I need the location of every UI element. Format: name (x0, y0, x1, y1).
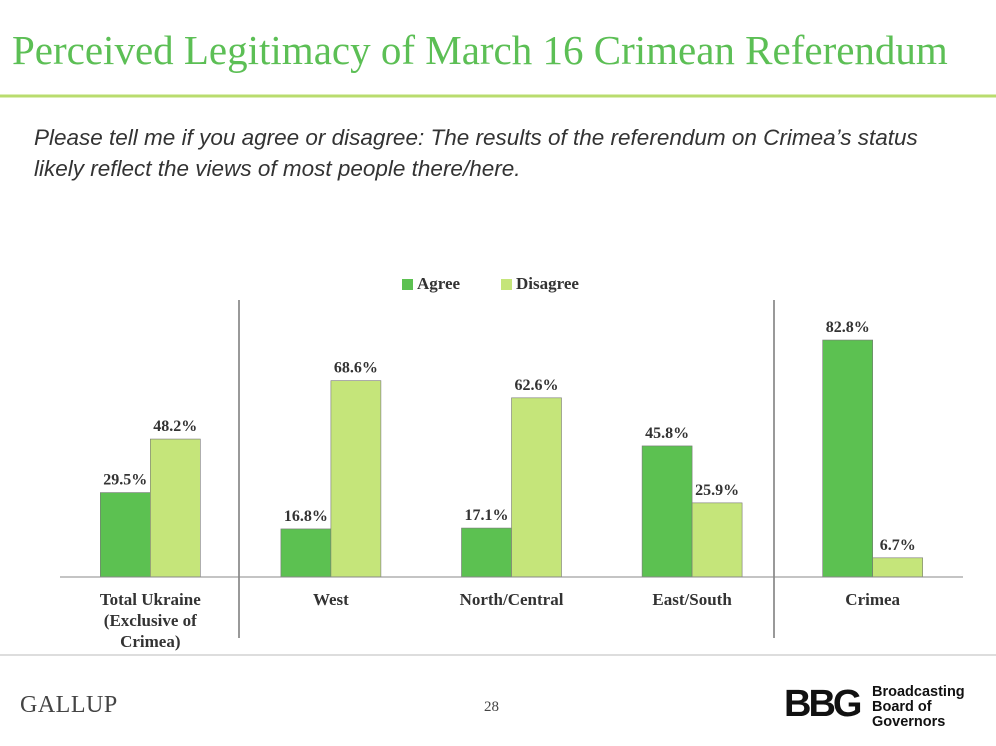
value-label: 29.5% (103, 472, 147, 489)
value-label: 68.6% (334, 360, 378, 377)
page-number: 28 (484, 699, 499, 715)
logo-line: Governors (872, 714, 946, 730)
x-tick-label: North/Central (459, 590, 564, 609)
value-label: 17.1% (465, 507, 509, 524)
bar (150, 438, 201, 578)
legend-label: Disagree (516, 274, 579, 293)
bar (461, 527, 512, 578)
bar (872, 557, 924, 578)
x-tick-label: East/South (652, 590, 732, 609)
legend-label: Agree (417, 274, 461, 293)
value-label: 48.2% (153, 418, 197, 435)
subtitle: Please tell me if you agree or disagree:… (34, 125, 918, 181)
brand: GALLUP (20, 692, 118, 718)
logo-line: Broadcasting (872, 684, 965, 700)
bar (641, 445, 693, 578)
bar (691, 502, 743, 578)
title: Perceived Legitimacy of March 16 Crimean… (12, 27, 948, 73)
logo-line: Board of (872, 699, 932, 715)
x-tick-label: Crimea (845, 590, 901, 609)
value-label: 25.9% (695, 482, 739, 499)
bar (280, 528, 332, 578)
x-tick-label: West (312, 590, 349, 609)
logo-text: Broadcasting Board of Governors (872, 685, 965, 730)
logo: BBG (784, 683, 862, 725)
bar (822, 339, 874, 578)
legend-swatch (501, 279, 512, 290)
x-tick-label: Total Ukraine (Exclusive of Crimea) (99, 590, 201, 651)
value-label: 16.8% (284, 508, 328, 525)
bar (330, 380, 382, 578)
bar (511, 397, 562, 578)
value-label: 6.7% (880, 537, 916, 554)
value-label: 45.8% (645, 425, 689, 442)
value-label: 62.6% (515, 377, 559, 394)
value-label: 82.8% (826, 319, 870, 336)
bar (100, 492, 151, 578)
legend-swatch (402, 279, 413, 290)
